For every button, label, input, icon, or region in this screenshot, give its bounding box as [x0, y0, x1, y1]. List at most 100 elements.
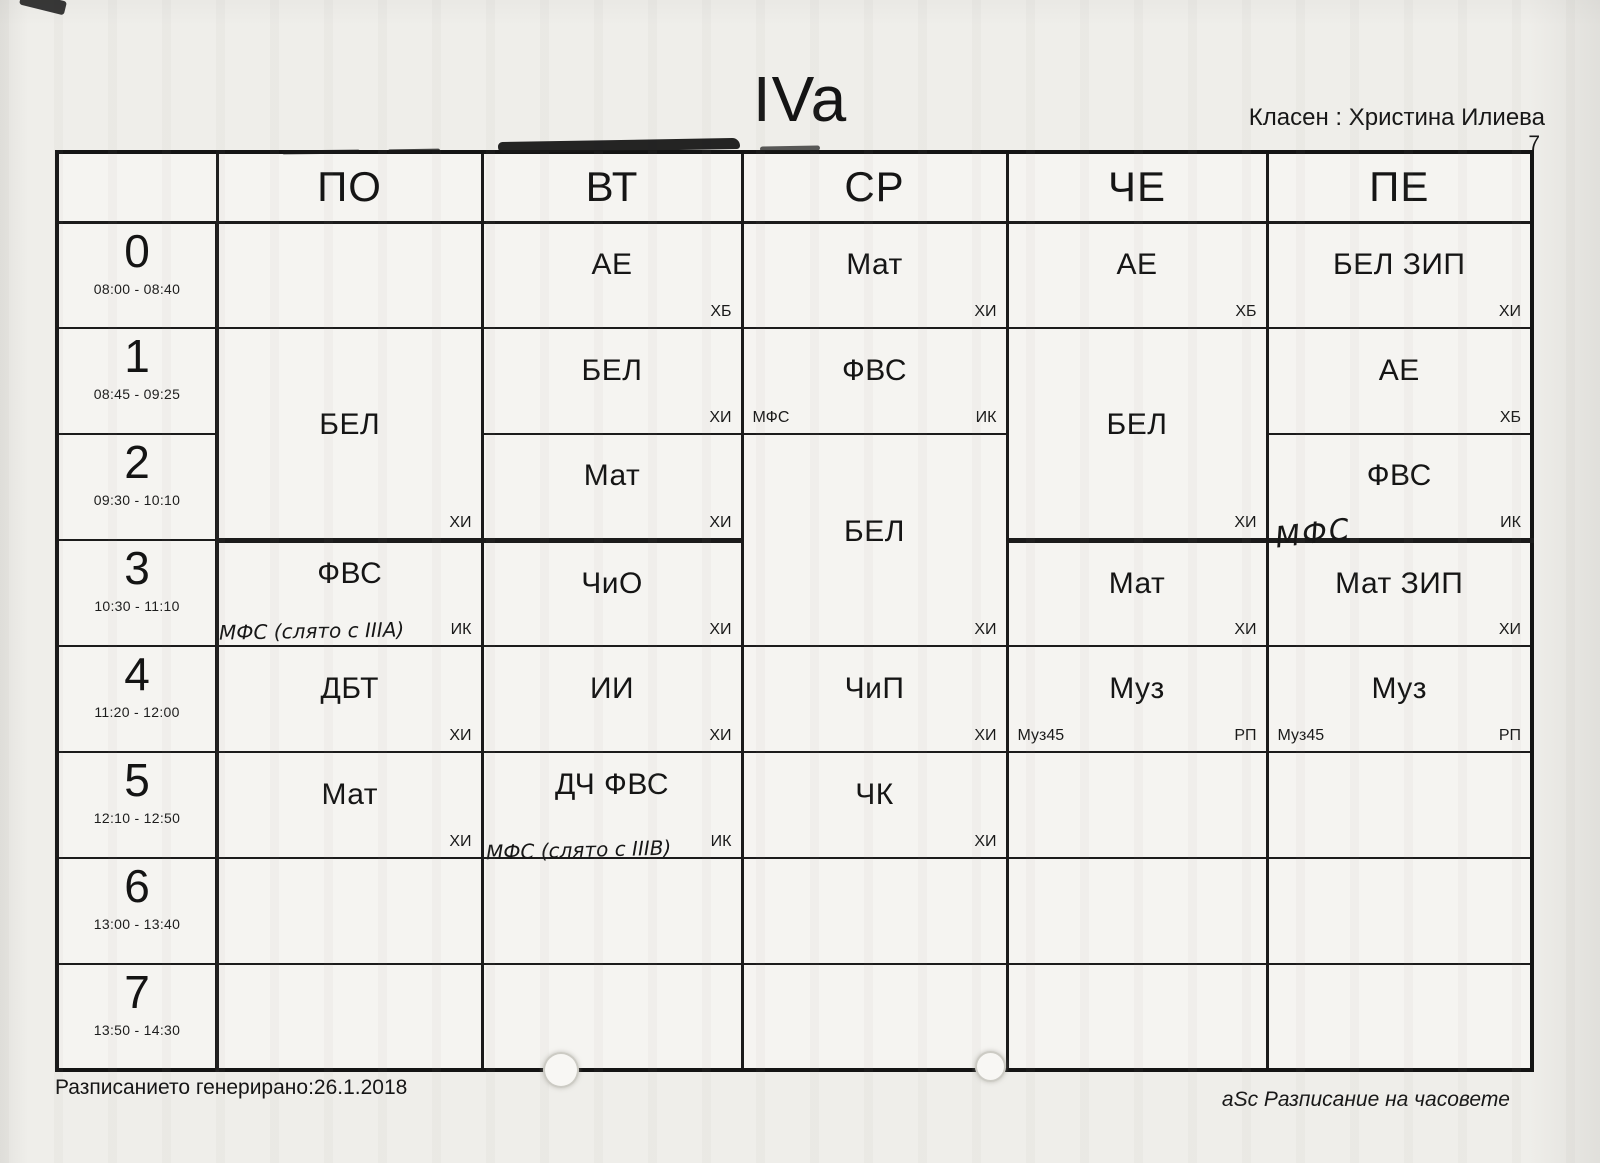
teacher-code: ХБ: [710, 303, 732, 320]
day-header-tue: ВТ: [480, 151, 744, 224]
subject: АЕ: [1378, 353, 1420, 387]
subject: БЕЛ: [844, 514, 905, 548]
subject: ЧиО: [581, 566, 643, 600]
subject: Мат: [583, 459, 641, 492]
table-row: 5 12:10 - 12:50 Мат ХИ ДЧ ФВС МФС (слято…: [55, 751, 1534, 864]
page-number: 7: [1528, 132, 1540, 155]
subject: ДЧ ФВС: [554, 768, 670, 802]
subject: БЕЛ: [581, 353, 643, 387]
cell-tue-7: [480, 963, 744, 1071]
cell-tue-5: ДЧ ФВС МФС (слято с IIIВ) ИК: [480, 751, 744, 864]
period-number: 0: [124, 224, 150, 277]
period-number: 2: [124, 436, 150, 488]
cell-fri-5: [1265, 751, 1534, 859]
subject: АЕ: [591, 247, 633, 281]
subject: БЕЛ: [319, 407, 381, 441]
cell-thu-6: [1005, 857, 1269, 965]
teacher-code: ХИ: [974, 303, 997, 320]
period-time: 13:50 - 14:30: [93, 1022, 181, 1038]
cell-wed-6: [740, 857, 1009, 965]
teacher-code: ИК: [975, 409, 997, 426]
cell-wed-7: [740, 963, 1009, 1071]
period-cell-6: 6 13:00 - 13:40: [55, 857, 219, 965]
day-header-wed: СР: [740, 151, 1009, 224]
teacher-code: РП: [1234, 727, 1257, 744]
period-number: 1: [124, 330, 150, 382]
period-cell-5: 5 12:10 - 12:50: [55, 751, 219, 859]
period-time: 10:30 - 11:10: [94, 598, 180, 614]
cell-tue-4: ИИ ХИ: [480, 645, 744, 753]
table-row: 7 13:50 - 14:30: [55, 963, 1534, 1071]
cell-fri-0: БЕЛ ЗИП ХИ: [1265, 221, 1534, 329]
period-number: 3: [124, 542, 150, 594]
handwritten-note: МФС (слято с IIIА): [218, 617, 405, 645]
period-time: 11:20 - 12:00: [94, 704, 180, 720]
teacher-code: ХИ: [449, 513, 472, 531]
period-time: 13:00 - 13:40: [93, 916, 181, 932]
subject: Мат: [846, 247, 903, 281]
class-teacher-label: Класен : Христина Илиева: [1248, 104, 1545, 131]
subject: БЕЛ: [1106, 407, 1168, 441]
period-time: 08:00 - 08:40: [93, 280, 181, 297]
period-time: 09:30 - 10:10: [93, 492, 181, 508]
cell-mon-3: ФВС МФС (слято с IIIА) ИК: [215, 539, 484, 647]
subject: БЕЛ ЗИП: [1333, 247, 1466, 281]
generated-date-label: Разписанието генерирано:26.1.2018: [55, 1076, 408, 1099]
cell-fri-1: АЕ ХБ: [1265, 327, 1534, 435]
table-row: 0 08:00 - 08:40 АЕ ХБ Мат ХИ АЕ ХБ БЕЛ З…: [55, 221, 1534, 329]
teacher-code: ХИ: [449, 727, 472, 744]
subject: АЕ: [1116, 247, 1158, 281]
table-row: 3 10:30 - 11:10 ФВС МФС (слято с IIIА) И…: [55, 539, 1534, 647]
cell-tue-0: АЕ ХБ: [480, 221, 744, 329]
subject: ФВС: [1366, 459, 1432, 492]
teacher-code: ХИ: [974, 621, 997, 638]
teacher-code: ХИ: [1498, 621, 1521, 638]
table-row: 6 13:00 - 13:40: [55, 857, 1534, 965]
scan-artifact: [18, 0, 68, 16]
cell-wed-0: Мат ХИ: [740, 221, 1009, 329]
subject: ЧиП: [844, 671, 905, 705]
asc-branding-label: aSc Разписание на часовете: [1221, 1088, 1510, 1111]
cell-fri-7: [1265, 963, 1534, 1071]
period-number: 7: [124, 966, 150, 1018]
cell-fri-4: Муз Муз45 РП: [1265, 645, 1534, 753]
subject: Мат ЗИП: [1335, 566, 1464, 600]
period-time: 12:10 - 12:50: [93, 810, 181, 826]
teacher-code: ХИ: [974, 833, 997, 850]
subject: ЧК: [855, 777, 894, 811]
cell-thu-3: Мат ХИ: [1005, 539, 1269, 647]
teacher-code: ХИ: [709, 727, 732, 744]
cell-mon-4: ДБТ ХИ: [215, 645, 484, 753]
teacher-code: ХИ: [709, 513, 732, 531]
teacher-code: РП: [1498, 727, 1521, 744]
teacher-code: ХИ: [449, 833, 472, 850]
teacher-code: ИК: [710, 833, 732, 850]
day-header-row: ПО ВТ СР ЧЕ ПЕ: [55, 151, 1534, 224]
teacher-code: ХБ: [1499, 409, 1521, 426]
teacher-code: ИК: [450, 621, 472, 638]
teacher-code: ХИ: [1498, 303, 1521, 320]
cell-mon-7: [215, 963, 484, 1071]
period-cell-3: 3 10:30 - 11:10: [55, 539, 219, 647]
period-number: 4: [124, 648, 150, 700]
teacher-code: ХИ: [1234, 621, 1257, 638]
cell-wed-2-3: БЕЛ ХИ: [740, 433, 1009, 647]
subject: Мат: [321, 777, 379, 811]
day-header-thu: ЧЕ: [1005, 151, 1269, 224]
cell-wed-5: ЧК ХИ: [740, 751, 1009, 859]
cell-mon-5: Мат ХИ: [215, 751, 484, 859]
cell-fri-6: [1265, 857, 1534, 965]
teacher-code: ХИ: [1234, 513, 1257, 531]
table-row: 2 09:30 - 10:10 Мат ХИ БЕЛ ХИ ФВС МФС ИК: [55, 433, 1534, 647]
cell-tue-3: ЧиО ХИ: [480, 539, 744, 647]
subject: Муз: [1371, 671, 1428, 705]
cell-thu-1-2: БЕЛ ХИ: [1005, 327, 1269, 543]
subject: ИИ: [589, 671, 635, 705]
teacher-code: ХИ: [974, 727, 997, 744]
group-code: МФС: [752, 409, 790, 426]
cell-thu-0: АЕ ХБ: [1005, 221, 1269, 329]
cell-thu-4: Муз Муз45 РП: [1005, 645, 1269, 753]
period-cell-1: 1 08:45 - 09:25: [55, 327, 219, 435]
period-cell-4: 4 11:20 - 12:00: [55, 645, 219, 753]
handwritten-note: МФС (слято с IIIВ): [485, 835, 672, 865]
